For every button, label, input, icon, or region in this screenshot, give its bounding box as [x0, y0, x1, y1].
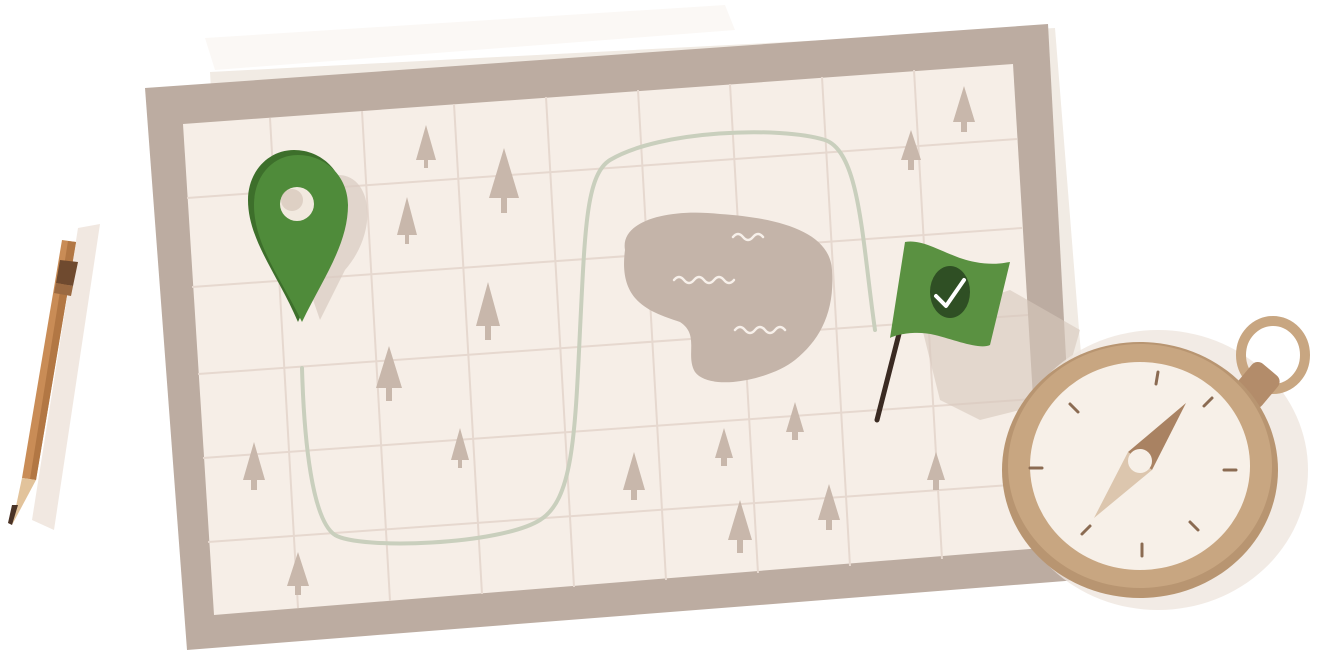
compass-icon [1002, 316, 1310, 610]
tree-icon [715, 428, 733, 466]
tree-icon [416, 125, 436, 168]
trees [243, 86, 975, 595]
tree-icon [397, 197, 417, 244]
tree-icon [287, 552, 309, 595]
lake-icon [624, 212, 833, 383]
location-pin-icon [248, 150, 368, 322]
tree-icon [243, 442, 265, 490]
compass-needle-icon [1094, 403, 1186, 518]
tree-icon [786, 402, 804, 440]
map-paper [183, 64, 1042, 615]
tree-icon [901, 130, 921, 170]
tree-icon [376, 346, 402, 401]
route-path [300, 130, 877, 546]
checkmark-icon [930, 266, 970, 318]
tree-icon [818, 484, 840, 530]
tree-icon [451, 428, 469, 468]
tree-icon [623, 452, 645, 500]
pencil-icon [8, 224, 100, 530]
tree-icon [927, 452, 945, 490]
tree-icon [489, 148, 519, 213]
map [145, 24, 1080, 650]
tree-icon [728, 500, 752, 553]
tree-icon [953, 86, 975, 132]
tree-icon [476, 282, 500, 340]
